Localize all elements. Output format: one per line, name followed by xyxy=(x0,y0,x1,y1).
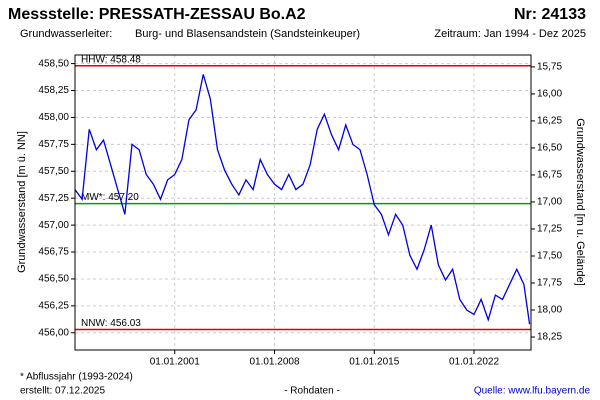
y-tick-label: 457,00 xyxy=(38,220,69,231)
y-tick-label: 457,75 xyxy=(38,139,69,150)
y2-tick-label: 16,50 xyxy=(537,143,562,154)
aquifer: Burg- und Blasensandstein (Sandsteinkeup… xyxy=(135,28,360,40)
y-tick-label: 456,50 xyxy=(38,274,69,285)
x-tick-label: 01.01.2001 xyxy=(150,357,200,368)
x-tick-label: 01.01.2008 xyxy=(249,357,299,368)
y2-tick-label: 18,25 xyxy=(537,332,562,343)
y-tick-label: 456,00 xyxy=(38,327,69,338)
station-number: Nr: 24133 xyxy=(514,6,586,23)
y-tick-label: 456,75 xyxy=(38,247,69,258)
reference-label: MW*: 457.20 xyxy=(81,192,139,203)
y2-tick-label: 18,00 xyxy=(537,305,562,316)
plot-area xyxy=(75,55,531,350)
aquifer-label: Grundwasserleiter: xyxy=(20,28,112,40)
y-tick-label: 456,25 xyxy=(38,300,69,311)
data-status: - Rohdaten - xyxy=(284,386,340,397)
y2-tick-label: 17,75 xyxy=(537,278,562,289)
y-tick-label: 458,00 xyxy=(38,112,69,123)
y-tick-label: 457,50 xyxy=(38,166,69,177)
y2-tick-label: 17,50 xyxy=(537,251,562,262)
data-line xyxy=(74,74,531,325)
reference-label: HHW: 458.48 xyxy=(81,54,141,65)
y2-tick-label: 15,75 xyxy=(537,62,562,73)
plot-border xyxy=(74,54,532,351)
y2-tick-label: 17,25 xyxy=(537,224,562,235)
y-tick-label: 457,25 xyxy=(38,193,69,204)
source-link[interactable]: Quelle: www.lfu.bayern.de xyxy=(474,386,591,397)
reference-label: NNW: 456.03 xyxy=(81,318,141,329)
y2-tick-label: 16,00 xyxy=(537,89,562,100)
x-tick-label: 01.01.2015 xyxy=(349,357,399,368)
y2-tick-label: 16,75 xyxy=(537,170,562,181)
y2-tick-label: 17,00 xyxy=(537,197,562,208)
y-axis-title: Grundwasserstand [m ü. NN] xyxy=(16,131,28,273)
x-tick-label: 01.01.2022 xyxy=(449,357,499,368)
chart-title: Messstelle: PRESSATH-ZESSAU Bo.A2 xyxy=(8,6,306,23)
created-date: erstellt: 07.12.2025 xyxy=(20,386,105,397)
y2-tick-label: 16,25 xyxy=(537,116,562,127)
footnote: * Abflussjahr (1993-2024) xyxy=(20,372,133,383)
y-tick-label: 458,50 xyxy=(38,58,69,69)
y2-axis-title: Grundwasserstand [m u. Gelände] xyxy=(574,118,586,286)
period: Zeitraum: Jan 1994 - Dez 2025 xyxy=(434,28,586,40)
y-tick-label: 458,25 xyxy=(38,85,69,96)
